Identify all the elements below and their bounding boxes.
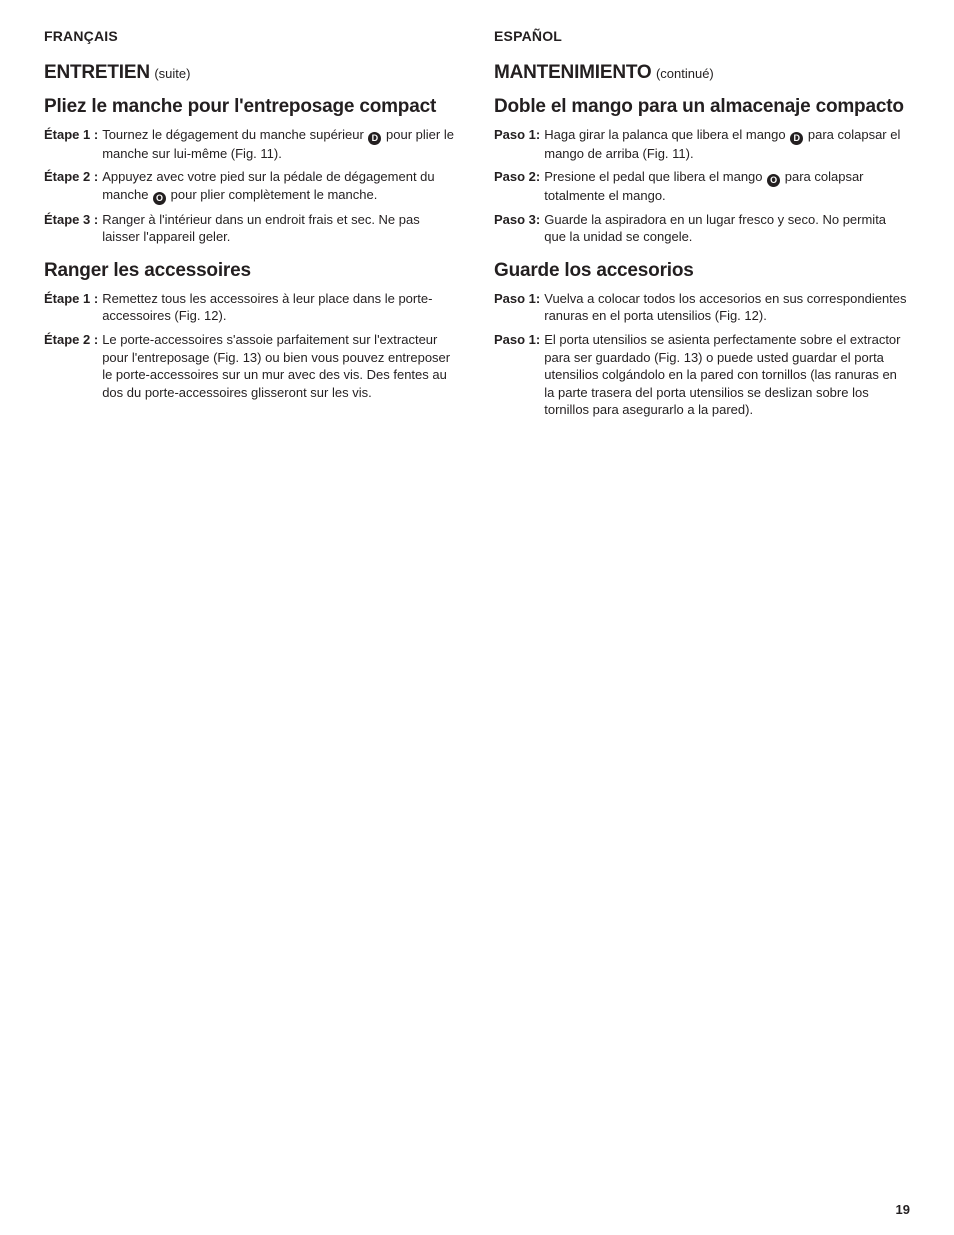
- step-label: Paso 1:: [494, 126, 544, 163]
- section-title-row: MANTENIMIENTO (continué): [494, 62, 910, 84]
- step-text-pre: Le porte-accessoires s'assoie parfaiteme…: [102, 332, 450, 400]
- language-label-spanish: ESPAÑOL: [494, 28, 910, 44]
- step-item: Paso 1: El porta utensilios se asienta p…: [494, 331, 910, 419]
- step-text-pre: Haga girar la palanca que libera el mang…: [544, 127, 789, 142]
- column-spanish: ESPAÑOL MANTENIMIENTO (continué) Doble e…: [494, 28, 910, 433]
- step-label: Étape 2 :: [44, 331, 102, 401]
- step-body: Haga girar la palanca que libera el mang…: [544, 126, 910, 163]
- step-body: Tournez le dégagement du manche supérieu…: [102, 126, 460, 163]
- step-body: Le porte-accessoires s'assoie parfaiteme…: [102, 331, 460, 401]
- step-label: Paso 3:: [494, 211, 544, 246]
- step-body: Vuelva a colocar todos los accesorios en…: [544, 290, 910, 325]
- step-item: Étape 1 : Remettez tous les accessoires …: [44, 290, 460, 325]
- step-text-pre: Ranger à l'intérieur dans un endroit fra…: [102, 212, 420, 245]
- section-title: MANTENIMIENTO: [494, 62, 652, 83]
- step-item: Étape 2 : Le porte-accessoires s'assoie …: [44, 331, 460, 401]
- step-list: Étape 1 : Remettez tous les accessoires …: [44, 290, 460, 401]
- step-item: Étape 3 : Ranger à l'intérieur dans un e…: [44, 211, 460, 246]
- step-label: Étape 1 :: [44, 290, 102, 325]
- step-item: Paso 1: Haga girar la palanca que libera…: [494, 126, 910, 163]
- step-body: Remettez tous les accessoires à leur pla…: [102, 290, 460, 325]
- callout-marker-icon: D: [790, 132, 803, 145]
- step-body: Guarde la aspiradora en un lugar fresco …: [544, 211, 910, 246]
- step-text-pre: Vuelva a colocar todos los accesorios en…: [544, 291, 906, 324]
- subheading: Ranger les accessoires: [44, 260, 460, 282]
- column-french: FRANÇAIS ENTRETIEN (suite) Pliez le manc…: [44, 28, 460, 433]
- step-label: Paso 2:: [494, 168, 544, 205]
- step-text-pre: Presione el pedal que libera el mango: [544, 169, 766, 184]
- step-item: Étape 2 : Appuyez avec votre pied sur la…: [44, 168, 460, 205]
- step-label: Étape 2 :: [44, 168, 102, 205]
- subheading: Pliez le manche pour l'entreposage compa…: [44, 96, 460, 118]
- step-label: Paso 1:: [494, 331, 544, 419]
- callout-marker-icon: D: [368, 132, 381, 145]
- page: FRANÇAIS ENTRETIEN (suite) Pliez le manc…: [0, 0, 954, 433]
- step-body: Appuyez avec votre pied sur la pédale de…: [102, 168, 460, 205]
- page-number: 19: [896, 1202, 910, 1217]
- subheading: Guarde los accesorios: [494, 260, 910, 282]
- step-label: Étape 3 :: [44, 211, 102, 246]
- step-list: Paso 1: Vuelva a colocar todos los acces…: [494, 290, 910, 419]
- step-text-post: pour plier complètement le manche.: [167, 187, 377, 202]
- step-text-pre: Tournez le dégagement du manche supérieu…: [102, 127, 367, 142]
- language-label-french: FRANÇAIS: [44, 28, 460, 44]
- step-item: Paso 1: Vuelva a colocar todos los acces…: [494, 290, 910, 325]
- callout-marker-icon: O: [767, 174, 780, 187]
- section-title-row: ENTRETIEN (suite): [44, 62, 460, 84]
- step-item: Paso 3: Guarde la aspiradora en un lugar…: [494, 211, 910, 246]
- step-text-pre: El porta utensilios se asienta perfectam…: [544, 332, 900, 417]
- step-label: Étape 1 :: [44, 126, 102, 163]
- step-label: Paso 1:: [494, 290, 544, 325]
- step-list: Étape 1 : Tournez le dégagement du manch…: [44, 126, 460, 246]
- section-title-suffix: (continué): [656, 66, 714, 81]
- step-item: Paso 2: Presione el pedal que libera el …: [494, 168, 910, 205]
- step-item: Étape 1 : Tournez le dégagement du manch…: [44, 126, 460, 163]
- section-title-suffix: (suite): [154, 66, 190, 81]
- step-body: El porta utensilios se asienta perfectam…: [544, 331, 910, 419]
- step-text-pre: Remettez tous les accessoires à leur pla…: [102, 291, 432, 324]
- subheading: Doble el mango para un almacenaje compac…: [494, 96, 910, 118]
- step-body: Ranger à l'intérieur dans un endroit fra…: [102, 211, 460, 246]
- callout-marker-icon: O: [153, 192, 166, 205]
- section-title: ENTRETIEN: [44, 62, 150, 83]
- step-list: Paso 1: Haga girar la palanca que libera…: [494, 126, 910, 246]
- step-body: Presione el pedal que libera el mango O …: [544, 168, 910, 205]
- step-text-pre: Guarde la aspiradora en un lugar fresco …: [544, 212, 886, 245]
